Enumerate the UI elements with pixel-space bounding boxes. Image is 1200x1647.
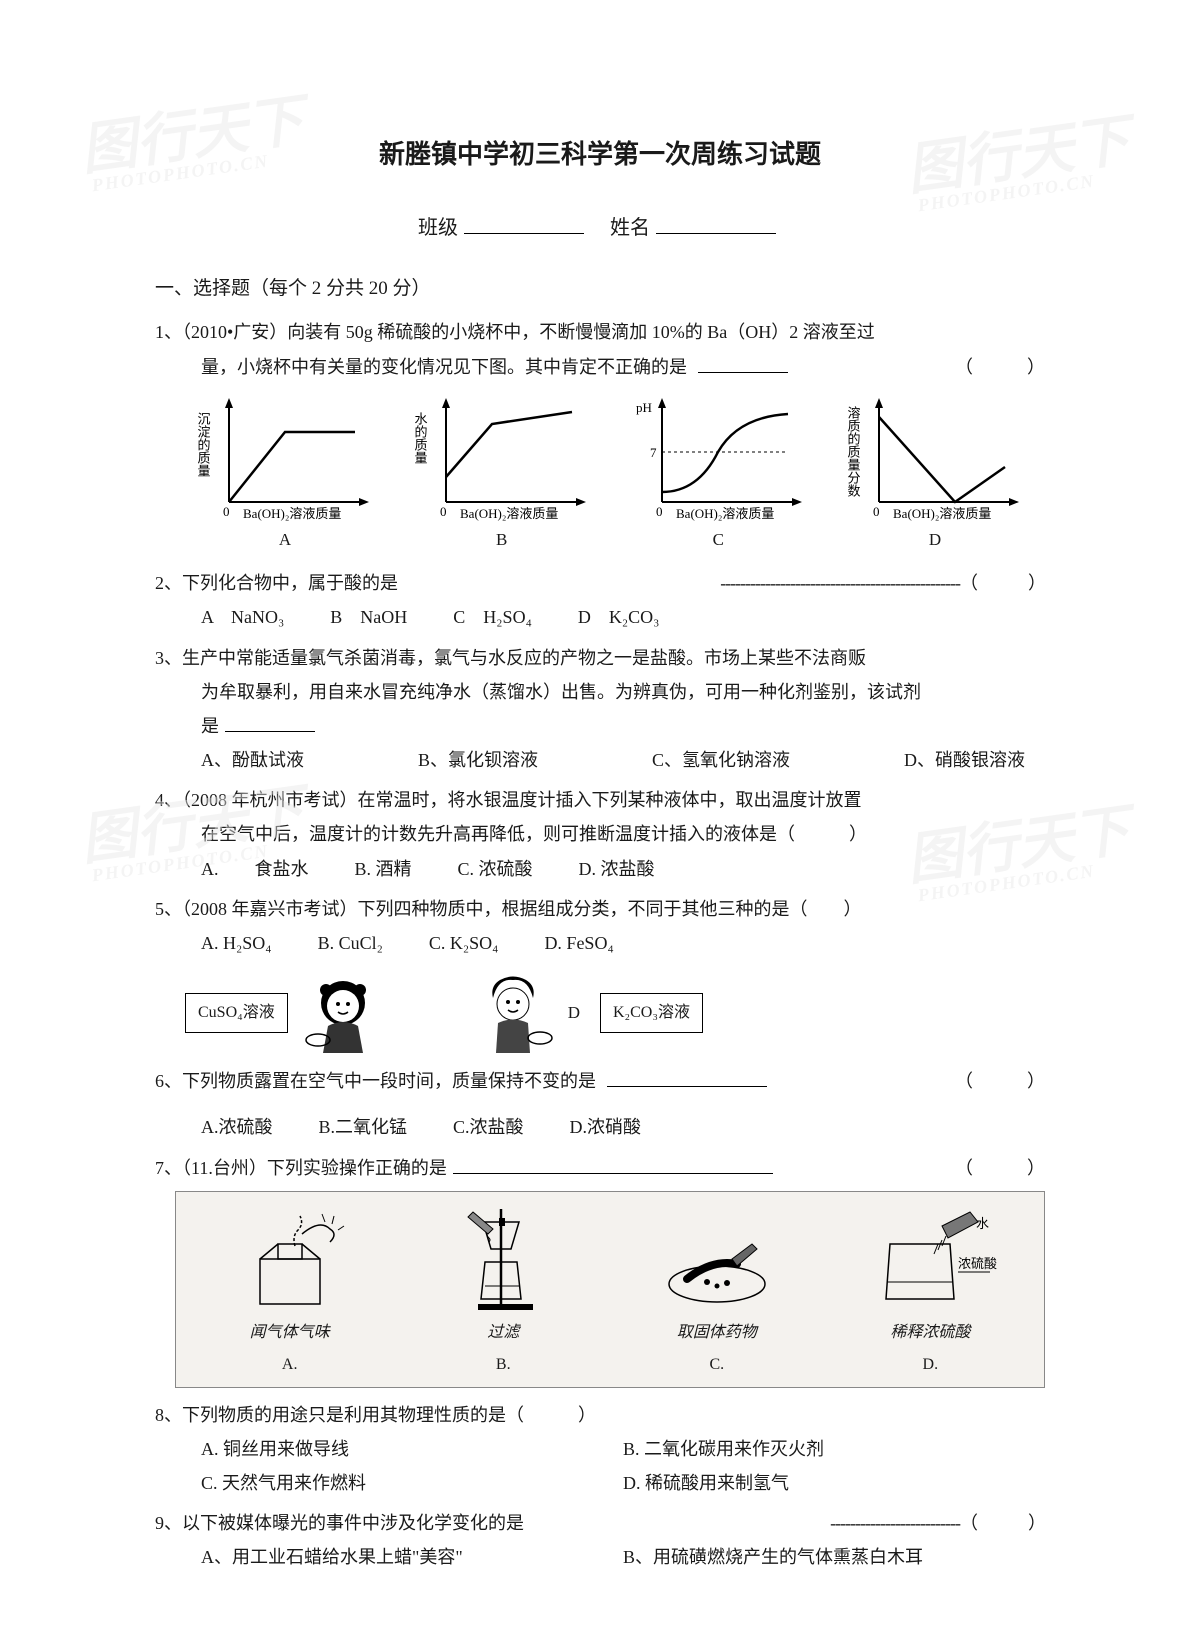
q1-line2: 量，小烧杯中有关量的变化情况见下图。其中肯定不正确的是 （ ） xyxy=(155,350,1045,384)
svg-text:溶质的质量分数: 溶质的质量分数 xyxy=(845,406,860,497)
d-label: D xyxy=(568,997,580,1029)
svg-text:水的质量: 水的质量 xyxy=(412,412,427,464)
svg-text:0: 0 xyxy=(440,504,447,519)
svg-text:浓硫酸: 浓硫酸 xyxy=(958,1256,997,1271)
lab-d: 水 浓硫酸 稀释浓硫酸 D. xyxy=(835,1204,1026,1381)
q5-illustration: CuSO₄溶液 xyxy=(155,968,1045,1058)
doc-title: 新塍镇中学初三科学第一次周练习试题 xyxy=(155,130,1045,179)
svg-text:7: 7 xyxy=(650,445,657,460)
svg-text:Ba(OH)₂溶液质量: Ba(OH)₂溶液质量 xyxy=(243,506,341,521)
svg-text:Ba(OH)₂溶液质量: Ba(OH)₂溶液质量 xyxy=(460,506,558,521)
question-9: 9、以下被媒体曝光的事件中涉及化学变化的是 ------------------… xyxy=(155,1506,1045,1574)
q8-options: A. 铜丝用来做导线 B. 二氧化碳用来作灭火剂 C. 天然气用来作燃料 D. … xyxy=(155,1432,1045,1500)
class-label: 班级 xyxy=(418,217,458,239)
bubble-right: K₂CO₃溶液 xyxy=(600,993,703,1033)
bubble-left: CuSO₄溶液 xyxy=(185,993,288,1033)
svg-text:pH: pH xyxy=(636,400,652,415)
q7-lab-illustrations: 闻气体气味 A. 过滤 B. xyxy=(175,1191,1045,1388)
question-6: 6、下列物质露置在空气中一段时间，质量保持不变的是 （ ） A.浓硫酸 B.二氧… xyxy=(155,1064,1045,1144)
chart-b: 水的质量 0 Ba(OH)₂溶液质量 B xyxy=(402,392,602,556)
question-1: 1、（2010•广安）向装有 50g 稀硫酸的小烧杯中，不断慢慢滴加 10%的 … xyxy=(155,315,1045,560)
question-5: 5、（2008 年嘉兴市考试）下列四种物质中，根据组成分类，不同于其他三种的是（… xyxy=(155,892,1045,1058)
chart-d: 溶质的质量分数 0 Ba(OH)₂溶液质量 D xyxy=(835,392,1035,556)
question-4: 4、（2008 年杭州市考试）在常温时，将水银温度计插入下列某种液体中，取出温度… xyxy=(155,783,1045,886)
question-3: 3、生产中常能适量氯气杀菌消毒，氯气与水反应的产物之一是盐酸。市场上某些不法商贩… xyxy=(155,641,1045,778)
page-content: 新塍镇中学初三科学第一次周练习试题 班级 姓名 一、选择题（每个 2 分共 20… xyxy=(0,0,1200,1621)
meta-line: 班级 姓名 xyxy=(155,209,1045,247)
svg-text:0: 0 xyxy=(223,504,230,519)
q4-options: A. 食盐水 B. 酒精 C. 浓硫酸 D. 浓盐酸 xyxy=(155,852,1045,886)
q2-options: A NaNO₃ B NaOH C H₂SO₄ D K₂CO₃ xyxy=(155,600,1045,634)
svg-text:0: 0 xyxy=(656,504,663,519)
q5-left-figure: CuSO₄溶液 xyxy=(185,968,388,1058)
lab-c: 取固体药物 C. xyxy=(621,1204,812,1381)
svg-text:水: 水 xyxy=(976,1216,989,1231)
chart-c: pH 0 7 Ba(OH)₂溶液质量 C xyxy=(618,392,818,556)
question-2: 2、下列化合物中，属于酸的是 -------------------------… xyxy=(155,566,1045,634)
q1-line1: 1、（2010•广安）向装有 50g 稀硫酸的小烧杯中，不断慢慢滴加 10%的 … xyxy=(155,315,1045,349)
class-blank xyxy=(464,214,584,234)
q5-options: A. H₂SO₄ B. CuCl₂ C. K₂SO₄ D. FeSO₄ xyxy=(155,926,1045,960)
q5-right-figure: D K₂CO₃溶液 xyxy=(468,968,703,1058)
section-1-head: 一、选择题（每个 2 分共 20 分） xyxy=(155,271,1045,307)
lab-a: 闻气体气味 A. xyxy=(194,1204,385,1381)
svg-text:沉淀的质量: 沉淀的质量 xyxy=(196,412,211,477)
lab-b: 过滤 B. xyxy=(408,1204,599,1381)
q6-options: A.浓硫酸 B.二氧化锰 C.浓盐酸 D.浓硝酸 xyxy=(155,1110,1045,1144)
girl-icon xyxy=(298,968,388,1058)
svg-text:0: 0 xyxy=(873,504,880,519)
name-label: 姓名 xyxy=(610,217,650,239)
question-7: 7、（11.台州）下列实验操作正确的是 （ ） 闻气体气味 A. xyxy=(155,1151,1045,1388)
q3-options: A、酚酞试液 B、氯化钡溶液 C、氢氧化钠溶液 D、硝酸银溶液 xyxy=(155,743,1045,777)
chart-a: 沉淀的质量 0 Ba(OH)₂溶液质量 A xyxy=(185,392,385,556)
q9-options: A、用工业石蜡给水果上蜡"美容" B、用硫磺燃烧产生的气体熏蒸白木耳 xyxy=(155,1540,1045,1574)
svg-text:Ba(OH)₂溶液质量: Ba(OH)₂溶液质量 xyxy=(676,506,774,521)
boy-icon xyxy=(468,968,558,1058)
svg-text:Ba(OH)₂溶液质量: Ba(OH)₂溶液质量 xyxy=(893,506,991,521)
q1-charts: 沉淀的质量 0 Ba(OH)₂溶液质量 A 水的质量 xyxy=(155,384,1045,560)
name-blank xyxy=(656,214,776,234)
question-8: 8、下列物质的用途只是利用其物理性质的是（ ） A. 铜丝用来做导线 B. 二氧… xyxy=(155,1398,1045,1501)
